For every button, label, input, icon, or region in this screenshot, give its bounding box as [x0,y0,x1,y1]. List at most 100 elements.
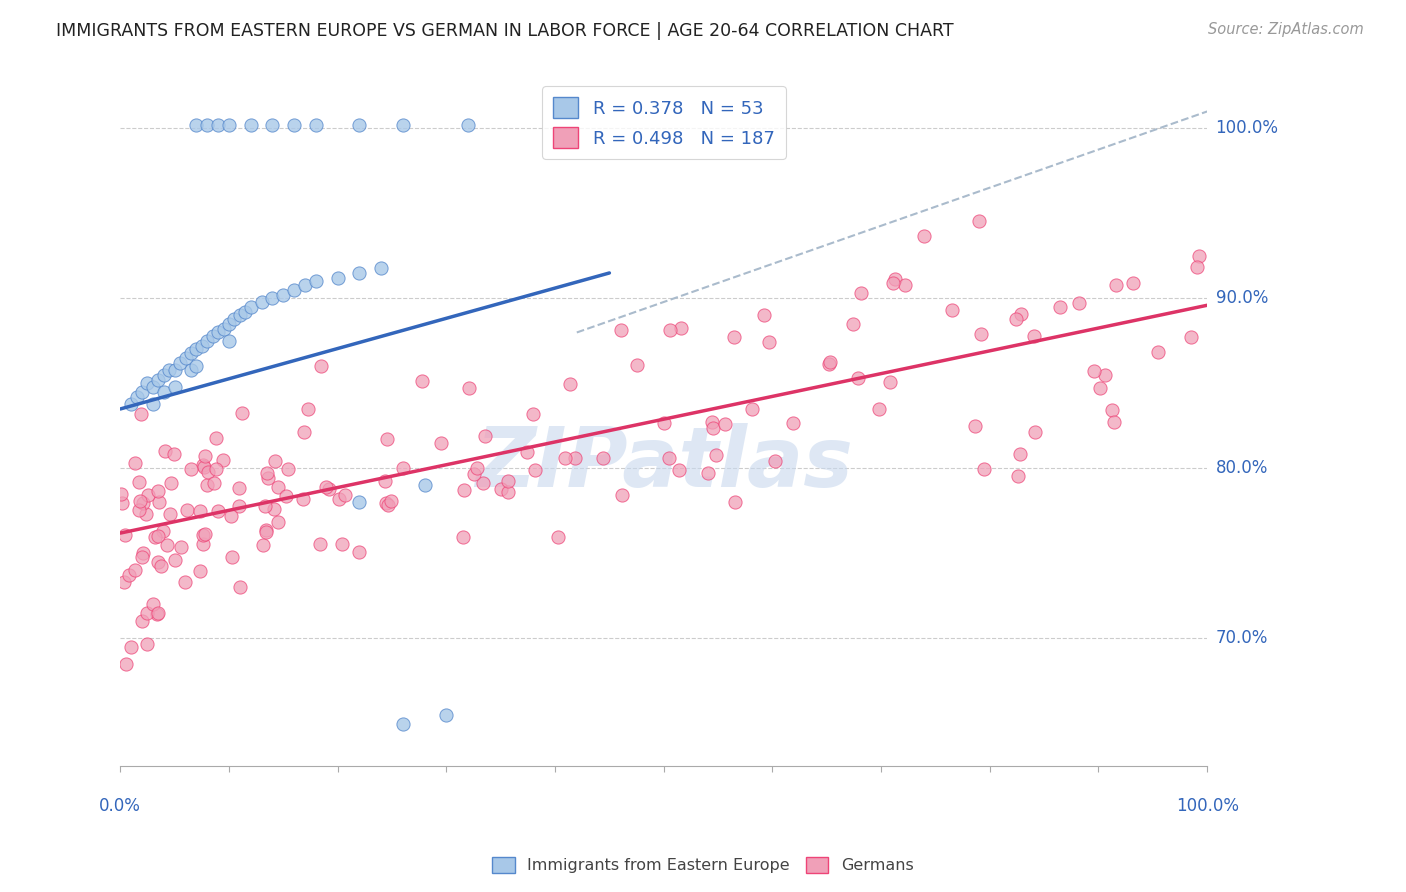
Text: 0.0%: 0.0% [100,797,141,814]
Point [308,537,330,551]
Point [149,559,172,574]
Point [176,503,198,517]
Point [1185,260,1208,274]
Point [256,466,278,480]
Point [965,418,987,433]
Point [180,363,202,377]
Point [465,461,488,475]
Point [132,546,155,560]
Point [612,488,634,502]
Text: 90.0%: 90.0% [1216,290,1268,308]
Point [205,461,228,475]
Point [156,538,179,552]
Point [1102,415,1125,429]
Point [136,637,159,651]
Point [516,445,538,459]
Point [349,495,371,509]
Point [142,598,165,612]
Point [489,482,512,496]
Point [347,545,370,559]
Point [1010,447,1032,461]
Point [564,451,586,466]
Point [879,375,901,389]
Point [186,118,208,132]
Point [197,465,219,479]
Point [207,118,229,132]
Point [453,530,475,544]
Point [700,415,723,429]
Point [392,118,415,132]
Point [233,305,256,319]
Point [136,606,159,620]
Point [160,476,183,491]
Point [207,503,229,517]
Point [658,450,681,465]
Point [276,489,298,503]
Point [669,320,692,334]
Point [111,496,134,510]
Point [186,343,208,357]
Point [132,496,155,510]
Legend: R = 0.378   N = 53, R = 0.498   N = 187: R = 0.378 N = 53, R = 0.498 N = 187 [543,87,786,159]
Point [752,309,775,323]
Point [124,563,146,577]
Point [257,471,280,485]
Point [967,213,990,227]
Point [229,309,252,323]
Point [375,432,398,446]
Point [328,491,350,506]
Point [114,657,136,671]
Point [523,463,546,477]
Point [349,118,371,132]
Text: 70.0%: 70.0% [1216,630,1268,648]
Point [231,406,253,420]
Point [318,482,340,496]
Point [131,384,153,399]
Text: 100.0%: 100.0% [1216,120,1278,137]
Point [820,355,842,369]
Point [592,451,614,466]
Point [188,504,211,518]
Point [152,368,174,382]
Point [148,606,170,620]
Point [239,300,262,314]
Point [169,356,191,370]
Point [218,118,240,132]
Point [253,499,276,513]
Point [370,260,392,275]
Point [309,359,332,373]
Text: IMMIGRANTS FROM EASTERN EUROPE VS GERMAN IN LABOR FORCE | AGE 20-64 CORRELATION : IMMIGRANTS FROM EASTERN EUROPE VS GERMAN… [56,22,953,40]
Point [174,574,197,589]
Point [1094,368,1116,382]
Point [262,292,284,306]
Point [326,271,349,285]
Point [221,550,243,565]
Point [626,358,648,372]
Point [146,529,169,543]
Point [668,463,690,477]
Point [128,494,150,508]
Point [188,564,211,578]
Text: 80.0%: 80.0% [1216,459,1268,477]
Point [174,351,197,365]
Point [191,536,214,550]
Point [195,478,218,492]
Point [315,480,337,494]
Point [264,454,287,468]
Point [882,276,904,290]
Point [136,488,159,502]
Point [547,530,569,544]
Point [148,555,170,569]
Point [128,475,150,489]
Point [758,334,780,349]
Point [846,371,869,385]
Point [894,278,917,293]
Point [1188,249,1211,263]
Point [153,443,176,458]
Point [349,266,371,280]
Point [610,323,633,337]
Point [218,317,240,331]
Point [1067,296,1090,310]
Point [868,401,890,416]
Point [970,327,993,342]
